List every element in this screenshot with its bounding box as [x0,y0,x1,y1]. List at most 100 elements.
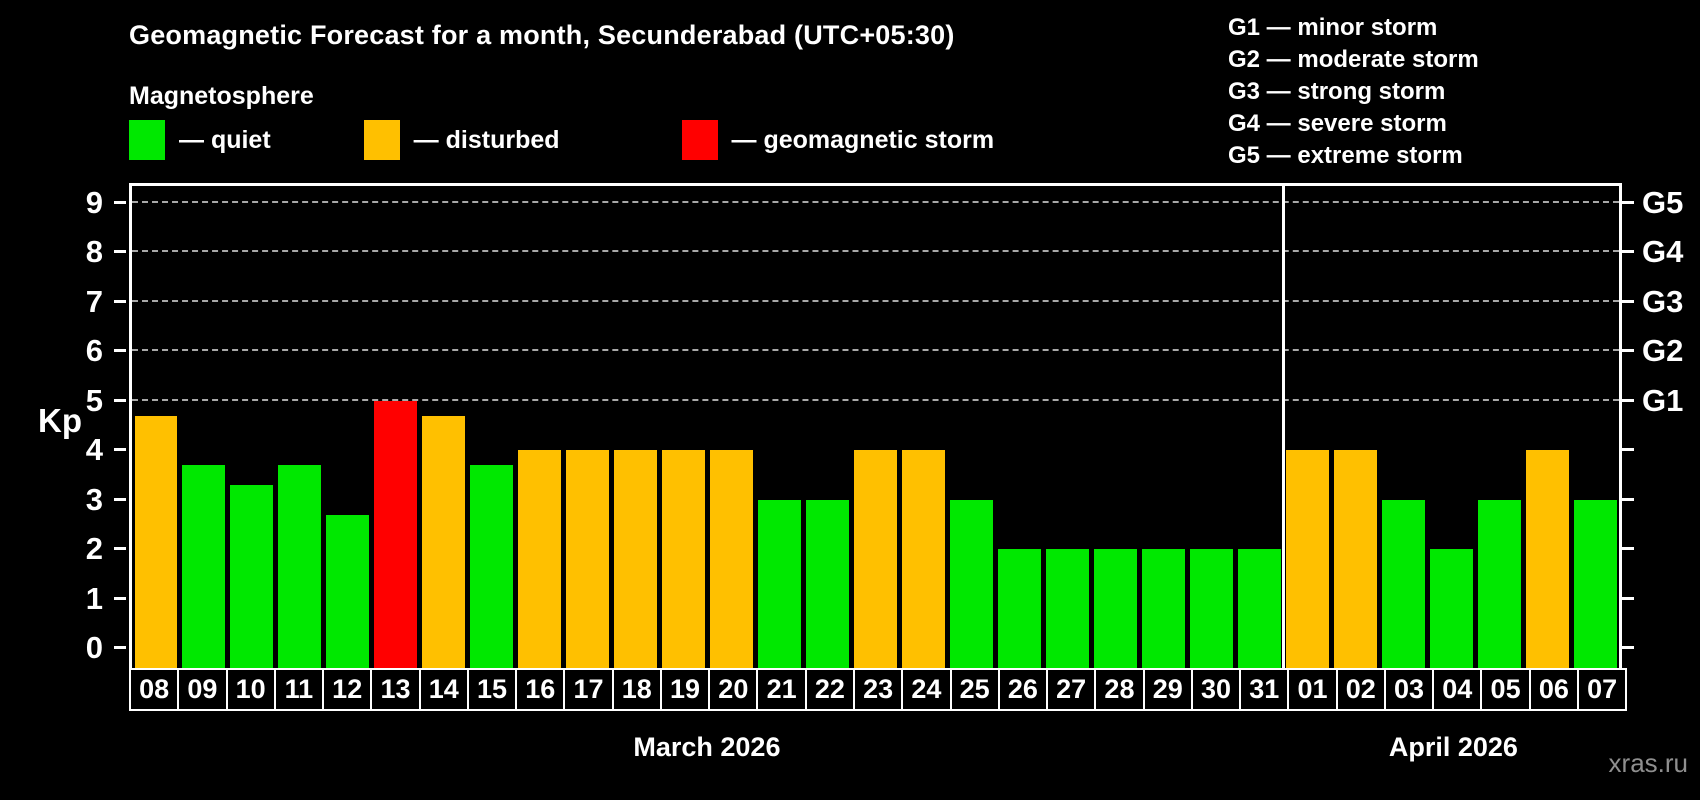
bar-slot-day-03 [1379,186,1427,668]
day-label-24: 24 [901,668,952,711]
y-tick-label-0: 0 [85,630,103,666]
day-label-31: 31 [1239,668,1290,711]
bar-slot-day-17 [564,186,612,668]
bar-slot-day-08 [132,186,180,668]
y-tick-label-7: 7 [85,283,103,319]
right-tick-2 [1622,547,1634,551]
bar-slot-day-12 [324,186,372,668]
kp-bar-day-05 [1477,499,1521,668]
bar-slot-day-10 [228,186,276,668]
y-tick-9 [114,200,126,204]
right-tick-7 [1622,299,1634,303]
day-label-18: 18 [611,668,662,711]
legend-item-disturbed: — disturbed [363,120,560,160]
y-tick-label-3: 3 [85,481,103,517]
bar-slot-day-09 [180,186,228,668]
kp-bar-day-21 [758,499,802,668]
bar-slot-day-30 [1187,186,1235,668]
bar-slot-day-16 [516,186,564,668]
kp-bar-day-10 [230,484,274,668]
kp-bar-day-02 [1333,450,1377,668]
y-tick-3 [114,497,126,501]
gridline-kp-6 [132,349,1619,352]
g-scale-label-g4: G4 [1642,234,1684,270]
kp-bar-day-27 [1045,549,1089,668]
kp-bar-day-30 [1189,549,1233,668]
page-title: Geomagnetic Forecast for a month, Secund… [129,20,955,50]
kp-bar-day-25 [949,499,993,668]
right-tick-0 [1622,646,1634,650]
g-scale-label-g2: G2 [1642,333,1684,369]
day-label-22: 22 [804,668,855,711]
day-label-30: 30 [1190,668,1242,711]
bar-slot-day-22 [804,186,852,668]
bar-slot-day-02 [1331,186,1379,668]
gridline-kp-5 [132,398,1619,401]
day-label-27: 27 [1046,668,1097,711]
kp-bar-day-29 [1141,549,1185,668]
bar-slot-day-24 [900,186,948,668]
y-tick-0 [114,646,126,650]
bar-slot-day-31 [1235,186,1283,668]
month-label-march: March 2026 [633,732,781,762]
day-label-11: 11 [273,668,325,711]
y-tick-label-2: 2 [85,531,103,567]
kp-bar-day-03 [1381,499,1425,668]
day-label-06: 06 [1528,668,1579,711]
kp-bar-day-07 [1573,499,1617,668]
bar-slot-day-07 [1571,186,1619,668]
day-label-26: 26 [997,668,1049,711]
day-label-23: 23 [852,668,904,711]
day-label-14: 14 [418,668,469,711]
day-label-16: 16 [515,668,566,711]
bar-slot-day-18 [612,186,660,668]
right-axis-g-scale: G1 G2 G3 G4 G5 [1622,183,1700,668]
legend-item-label: — quiet [179,125,271,154]
kp-bar-day-18 [614,450,658,668]
bar-slot-day-23 [852,186,900,668]
kp-bar-day-17 [566,450,610,668]
legend-item-label: — disturbed [413,125,560,154]
bar-slot-day-29 [1139,186,1187,668]
storm-color-swatch [681,120,718,160]
right-tick-1 [1622,596,1634,600]
day-label-29: 29 [1142,668,1193,711]
kp-bar-day-04 [1429,549,1473,668]
kp-bar-day-15 [470,465,514,668]
kp-bar-day-28 [1093,549,1137,668]
y-tick-8 [114,250,126,254]
g-scale-label-g5: G5 [1642,184,1684,220]
kp-bar-day-14 [422,415,466,668]
x-axis-day-labels: 08 09 10 11 12 13 14 15 16 17 18 19 20 21 22 23 24 25 26 27… [129,668,1628,711]
bar-slot-day-20 [708,186,756,668]
y-axis-title: Kp [38,402,82,439]
kp-bar-day-11 [278,465,322,668]
day-label-05: 05 [1480,668,1531,711]
magnetosphere-label: Magnetosphere [129,82,314,110]
kp-bar-day-24 [902,450,945,668]
storm-scale-item-g1: G1 — minor storm [1228,14,1438,41]
right-tick-5 [1622,398,1634,402]
month-label-april: April 2026 [1388,732,1518,762]
storm-scale-item-g4: G4 — severe storm [1228,110,1447,137]
day-label-04: 04 [1432,668,1483,711]
day-label-10: 10 [225,668,276,711]
bar-slot-day-11 [276,186,324,668]
right-tick-3 [1622,497,1634,501]
bar-slot-day-27 [1043,186,1091,668]
bar-slot-day-04 [1427,186,1475,668]
kp-bar-day-23 [854,450,897,668]
kp-bar-day-31 [1237,549,1281,668]
gridline-kp-7 [132,299,1619,302]
right-tick-9 [1622,200,1634,204]
storm-scale-item-g2: G2 — moderate storm [1228,46,1479,73]
y-tick-6 [114,349,126,353]
month-labels: March 2026 April 2026 [129,732,1622,763]
y-tick-5 [114,398,126,402]
g-scale-label-g1: G1 [1642,382,1684,418]
y-tick-label-4: 4 [85,432,103,468]
bar-slot-day-15 [468,186,516,668]
kp-bar-day-06 [1525,450,1569,668]
bar-slot-day-26 [995,186,1043,668]
